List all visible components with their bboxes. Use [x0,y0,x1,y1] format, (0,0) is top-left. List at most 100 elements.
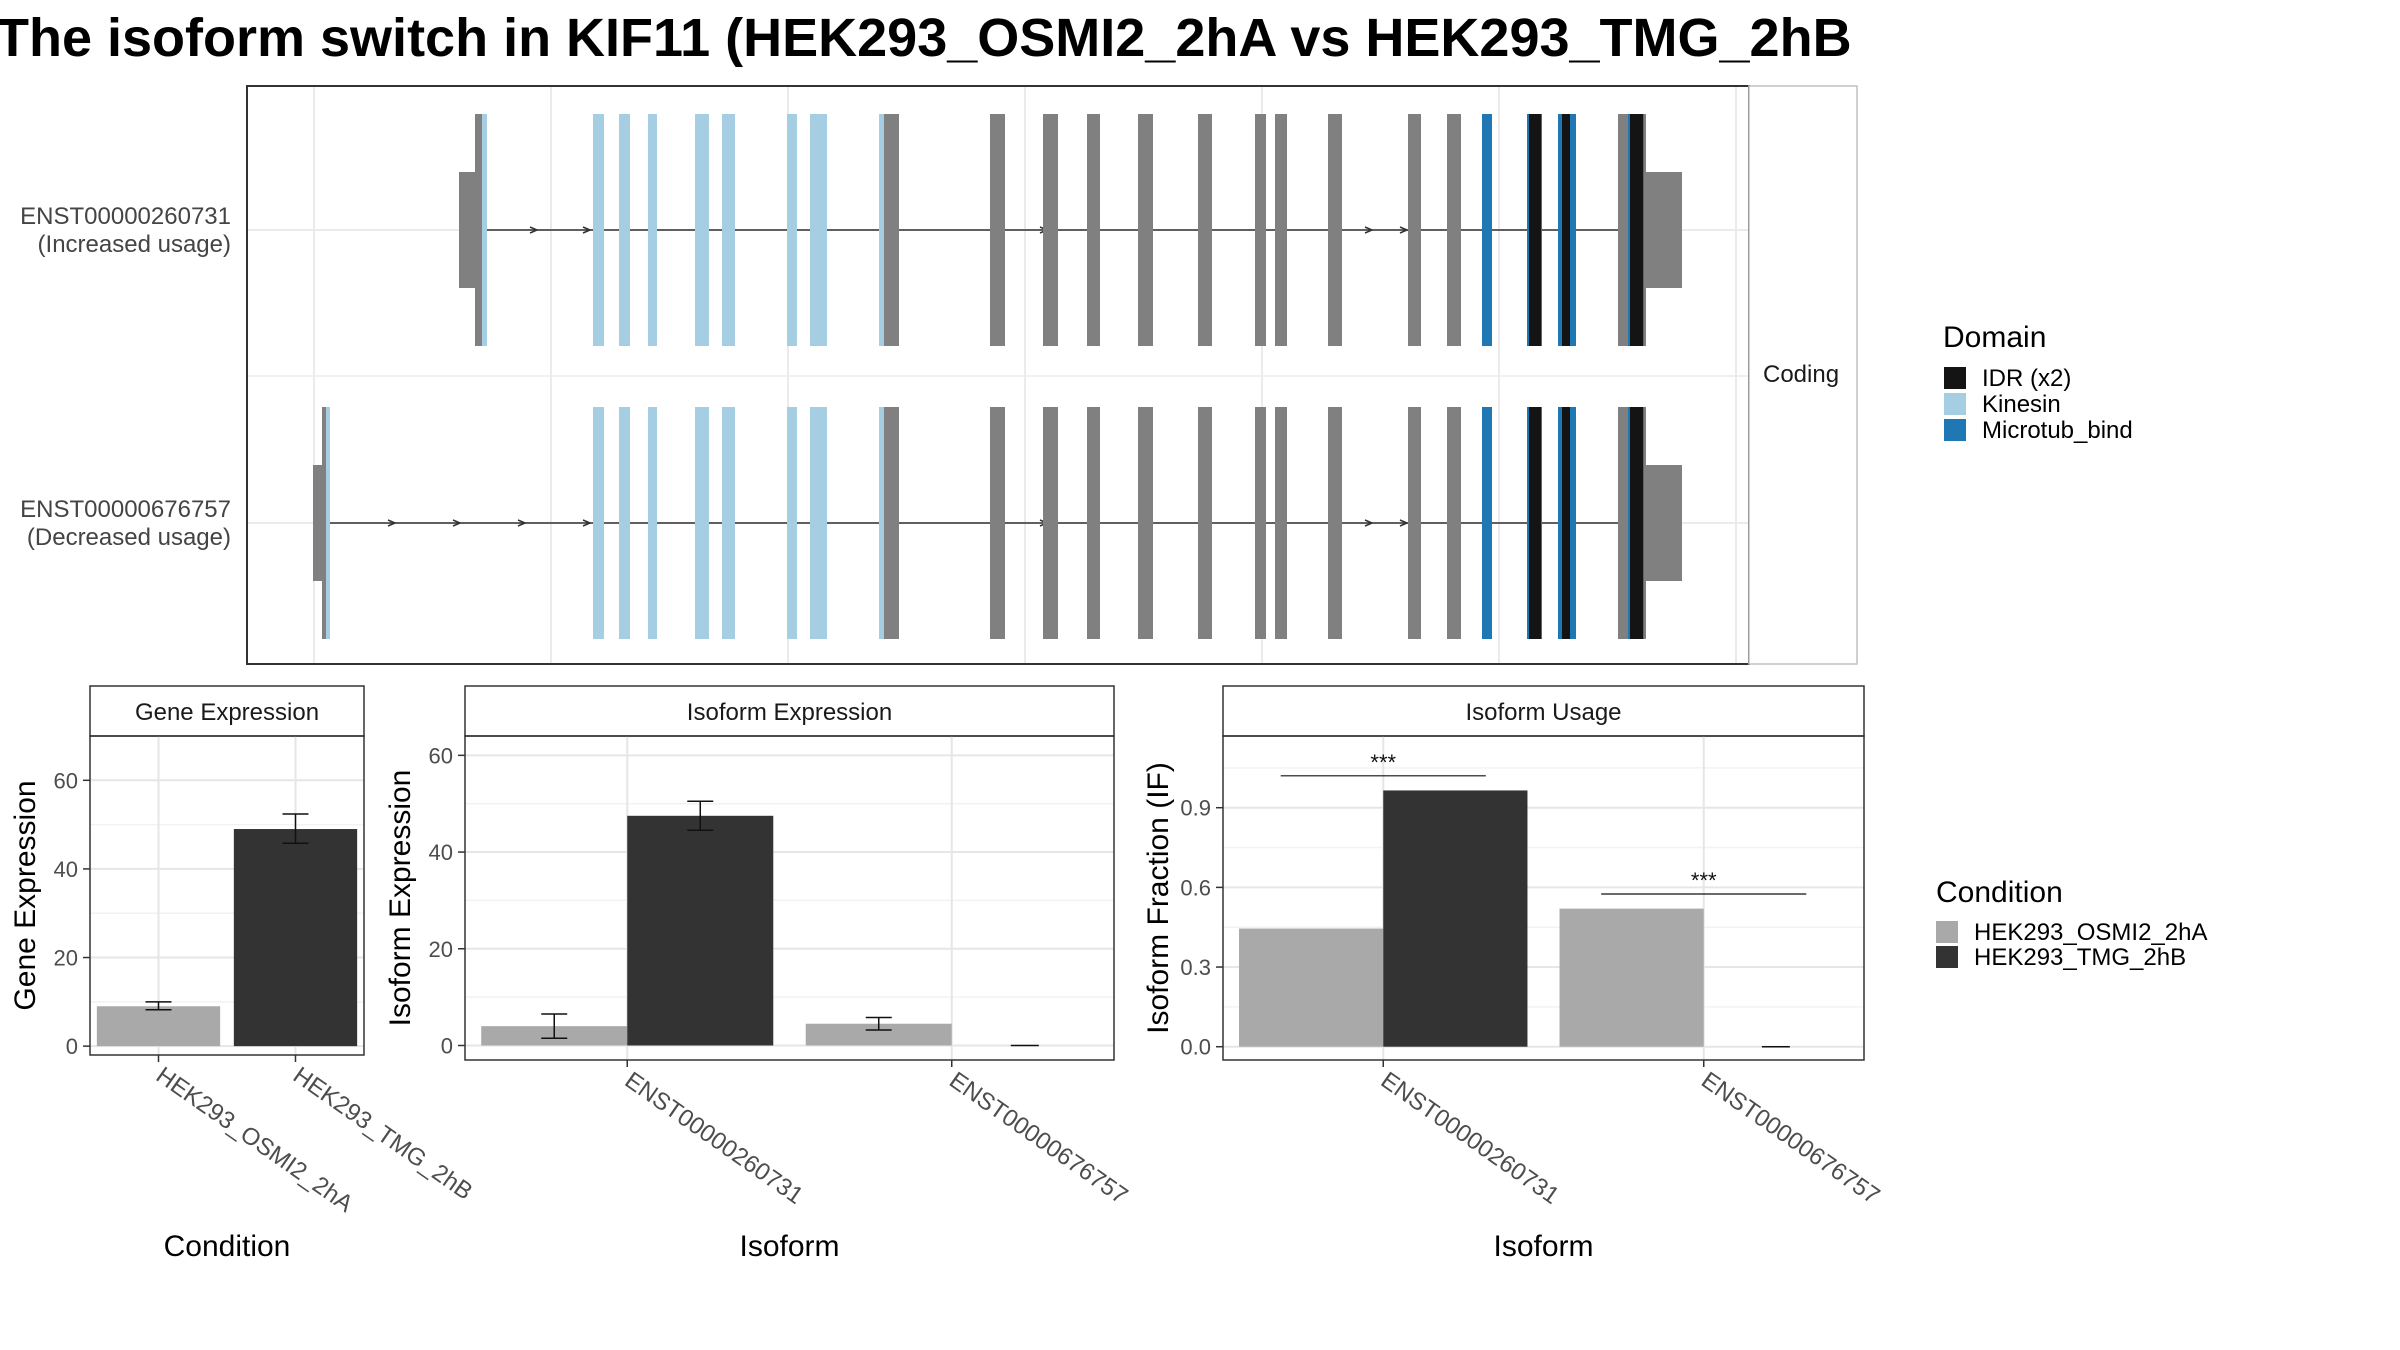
y-tick-label-0: 0 [441,1033,453,1058]
panel-frame [464,735,1115,1061]
x-tick-label-1: ENST00000676757 [944,1067,1132,1210]
kinesin-domain-exon-2 [648,407,657,639]
utr-5prime [459,172,476,288]
y-axis-title: Isoform Fraction (IF) [1142,762,1175,1034]
isoform-expression-panel: Isoform Expression 0 20 40 60 ENST00000260731… [384,685,1133,1263]
bar-ENST00000260731-HEK293_OSMI2_2hA [1239,928,1384,1047]
legend-label-kinesin: Kinesin [1982,391,2061,418]
bar-ENST00000676757-HEK293_OSMI2_2hA [1559,908,1704,1047]
panel-strip [1222,685,1865,737]
panel-strip [464,685,1115,737]
strand-arrow-3 [582,519,592,527]
legend-swatch-condition-a [1936,921,1958,943]
y-tick-label-1: 0.3 [1180,955,1211,980]
exon-start-kinesin [482,114,487,346]
idr-domain-1 [1562,407,1570,639]
utr-3prime [1644,172,1682,288]
y-tick-label-3: 60 [429,743,453,768]
isoform-label-1-id: ENST00000260731 [20,203,231,230]
y-tick-label-2: 40 [54,857,78,882]
bar-ENST00000260731-HEK293_TMG_2hB [627,815,774,1046]
domain-legend-title: Domain [1943,321,2046,354]
legend-swatch-idr [1944,367,1966,389]
kinesin-domain-exon-7 [879,114,887,346]
x-tick-label-0: ENST00000260731 [1376,1067,1564,1210]
legend-swatch-condition-b [1936,946,1958,968]
error-bar-ENST00000260731-HEK293_OSMI2_2hA [541,1013,568,1039]
kinesin-domain-exon-5 [787,114,797,346]
y-tick-label-0: 0 [66,1034,78,1059]
y-tick-label-0: 0.0 [1180,1035,1211,1060]
exon-start [475,114,483,346]
x-axis-title: Condition [164,1230,291,1263]
x-tick-label-0: ENST00000260731 [620,1067,808,1210]
legend-label-microtub-bind: Microtub_bind [1982,417,2133,444]
panel-frame [89,735,365,1056]
y-tick-label-3: 60 [54,768,78,793]
strand-arrow-4 [1364,226,1374,234]
panel-strip [89,685,365,737]
facet-strip-label: Coding [1763,361,1839,388]
idr-domain-2 [1630,114,1643,346]
y-axis-title: Gene Expression [9,780,42,1010]
microtub-bind-domain-0 [1482,407,1492,639]
x-axis-title: Isoform [739,1230,839,1263]
kinesin-domain-exon-6 [810,114,827,346]
y-tick-label-3: 0.9 [1180,796,1211,821]
legend-label-condition-b: HEK293_TMG_2hB [1974,944,2186,971]
kinesin-domain-exon-0 [593,114,604,346]
error-bar-HEK293_OSMI2_2hA [145,1001,172,1011]
exon-0 [886,114,899,346]
exon-5 [1198,114,1212,346]
strand-arrow-7 [1399,519,1409,527]
strand-arrow-0 [387,519,397,527]
panel-title: Gene Expression [135,699,319,726]
significance-label-0: *** [1370,750,1396,775]
utr-5prime [313,465,323,581]
exon-2 [1043,114,1058,346]
legend-swatch-kinesin [1944,393,1966,415]
kinesin-domain-exon-0 [593,407,604,639]
kinesin-domain-exon-6 [810,407,827,639]
kinesin-domain-exon-5 [787,407,797,639]
exon-1 [990,114,1005,346]
bar-ENST00000676757-HEK293_OSMI2_2hA [805,1023,952,1046]
exon-3 [1087,407,1100,639]
panel-title: Isoform Usage [1465,699,1621,726]
strand-arrow-1 [582,226,592,234]
error-bar-HEK293_TMG_2hB [282,813,309,844]
chart-title: The isoform switch in KIF11 (HEK293_OSMI… [0,8,1852,68]
idr-domain-2 [1630,407,1643,639]
exon-4 [1138,407,1153,639]
panel-frame [1222,735,1865,1061]
microtub-bind-domain-0 [1482,114,1492,346]
kinesin-domain-exon-4 [722,114,735,346]
transcript-models [313,114,1682,639]
condition-legend: Condition HEK293_OSMI2_2hA HEK293_TMG_2h… [1936,876,2207,971]
kinesin-domain-exon-3 [695,407,709,639]
utr-3prime [1644,465,1682,581]
bar-HEK293_TMG_2hB [233,829,358,1047]
idr-domain-0 [1529,114,1541,346]
legend-label-condition-a: HEK293_OSMI2_2hA [1974,919,2207,946]
strand-arrow-2 [517,519,527,527]
exon-9 [1408,407,1421,639]
exon-start [322,407,327,639]
strand-arrow-0 [529,226,539,234]
idr-domain-0 [1529,407,1541,639]
error-bar-ENST00000260731-HEK293_TMG_2hB [687,800,714,832]
panel-title: Isoform Expression [687,699,892,726]
exon-5 [1198,407,1212,639]
facet-strip [1748,85,1858,665]
exon-8 [1328,407,1342,639]
exon-1 [990,407,1005,639]
isoform-label-2-id: ENST00000676757 [20,496,231,523]
kinesin-domain-exon-1 [619,114,630,346]
exon-2 [1043,407,1058,639]
legend-label-idr: IDR (x2) [1982,365,2071,392]
legend-swatch-microtub-bind [1944,419,1966,441]
exon-8 [1328,114,1342,346]
x-tick-label-1: ENST00000676757 [1696,1067,1884,1210]
strand-arrow-1 [452,519,462,527]
